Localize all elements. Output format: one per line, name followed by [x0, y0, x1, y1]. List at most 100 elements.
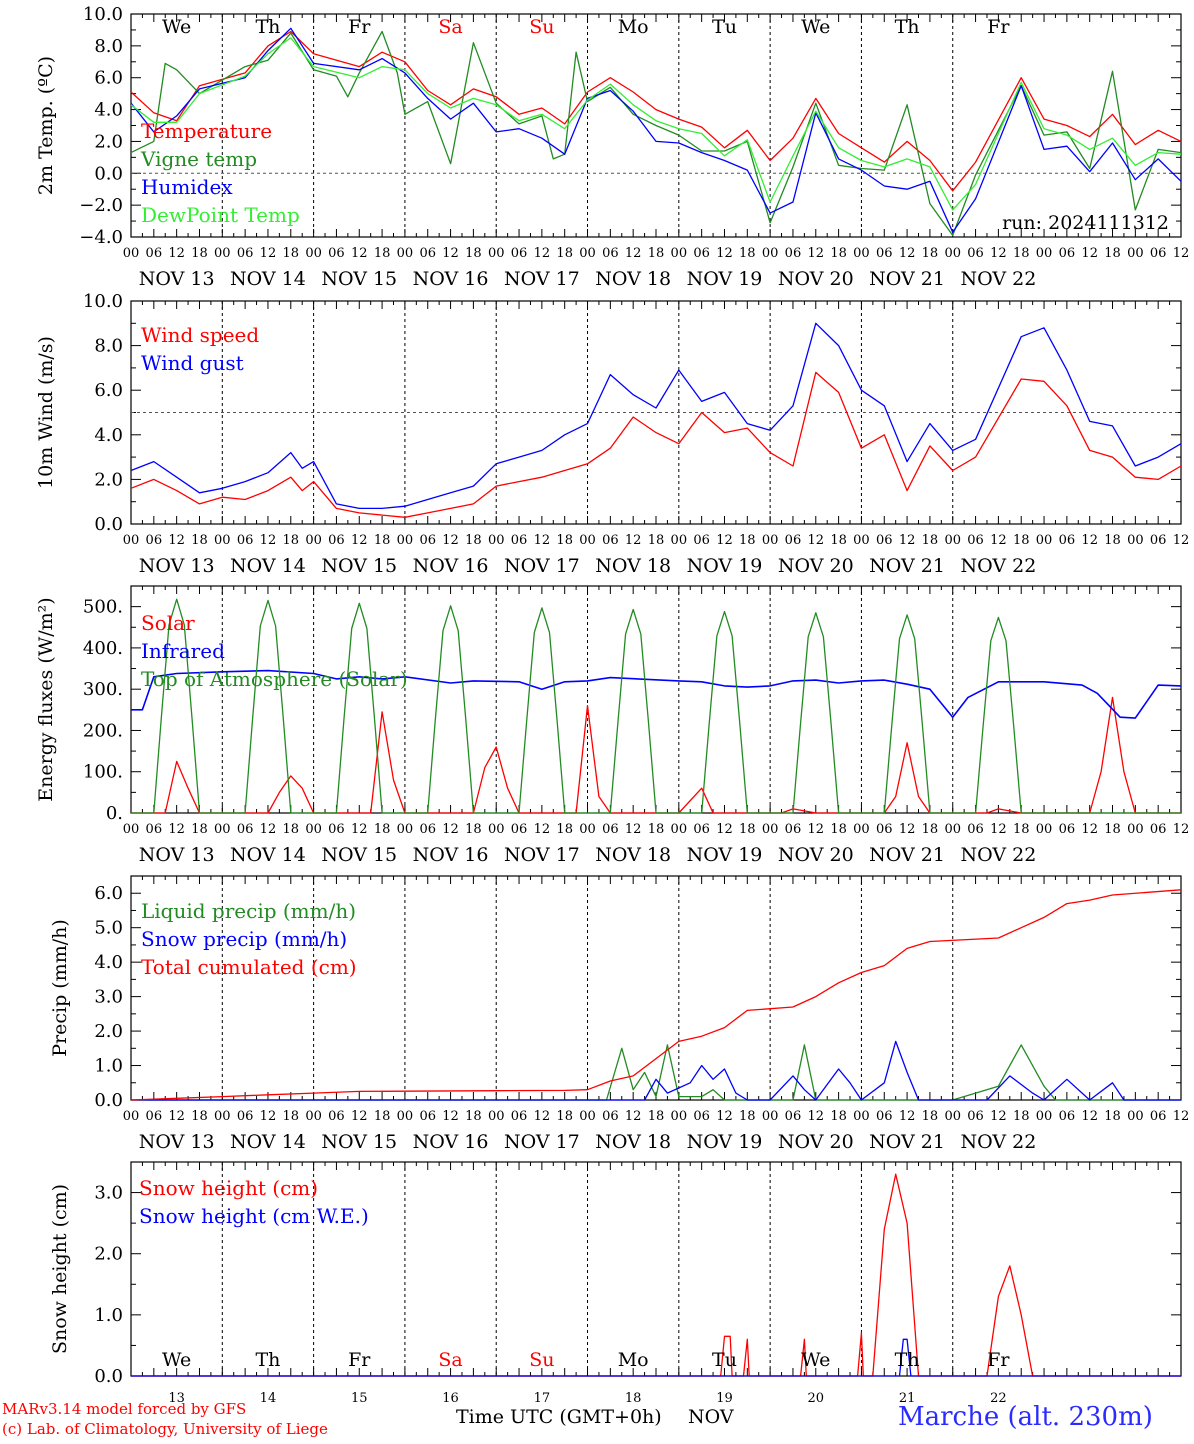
hour-tick-label: 00	[1127, 246, 1144, 261]
hour-tick-label: 00	[123, 822, 140, 837]
hour-tick-label: 18	[739, 246, 756, 261]
date-label: NOV 20	[778, 844, 854, 866]
date-label: NOV 20	[778, 555, 854, 577]
panel-1	[130, 13, 1182, 238]
hour-tick-label: 00	[305, 246, 322, 261]
hour-tick-label: 00	[762, 246, 779, 261]
day-number-label: 13	[168, 1391, 185, 1406]
hour-tick-label: 06	[876, 246, 893, 261]
weekday-label: Sa	[438, 1349, 462, 1371]
y-tick-label: 4.0	[94, 425, 123, 446]
y-tick-label: 5.0	[94, 918, 123, 939]
hour-tick-label: 06	[237, 533, 254, 548]
hour-tick-label: 18	[283, 246, 300, 261]
hour-tick-label: 00	[853, 1109, 870, 1124]
date-label: NOV 13	[139, 1131, 215, 1153]
hour-tick-label: 06	[511, 822, 528, 837]
hour-tick-label: 12	[808, 822, 825, 837]
hour-tick-label: 12	[716, 533, 733, 548]
hour-tick-label: 12	[899, 1109, 916, 1124]
hour-tick-label: 00	[579, 246, 596, 261]
hour-tick-label: 18	[648, 246, 665, 261]
hour-tick-label: 18	[283, 822, 300, 837]
date-label: NOV 17	[504, 1131, 580, 1153]
hour-tick-label: 06	[693, 533, 710, 548]
hour-tick-label: 18	[648, 533, 665, 548]
hour-tick-label: 18	[191, 246, 208, 261]
hour-tick-label: 12	[351, 822, 368, 837]
hour-tick-label: 18	[1104, 822, 1121, 837]
hour-tick-label: 18	[830, 1109, 847, 1124]
hour-tick-label: 06	[693, 1109, 710, 1124]
hour-tick-label: 00	[762, 822, 779, 837]
hour-tick-label: 06	[146, 246, 163, 261]
weekday-label: Su	[529, 16, 554, 38]
weekday-label: Sa	[438, 16, 462, 38]
hour-tick-label: 06	[328, 822, 345, 837]
weekday-label: Fr	[987, 16, 1010, 38]
date-label: NOV 14	[230, 268, 306, 290]
y-tick-label: 0.	[106, 803, 123, 824]
hour-tick-label: 06	[328, 1109, 345, 1124]
hour-tick-label: 00	[853, 533, 870, 548]
hour-tick-label: 12	[260, 822, 277, 837]
date-label: NOV 20	[778, 1131, 854, 1153]
series-line	[131, 1040, 1181, 1101]
y-axis-title: Snow height (cm)	[49, 1184, 71, 1354]
hour-tick-label: 06	[237, 1109, 254, 1124]
hour-tick-label: 06	[146, 1109, 163, 1124]
hour-tick-label: 12	[625, 533, 642, 548]
hour-tick-label: 12	[442, 246, 459, 261]
date-label: NOV 22	[960, 555, 1036, 577]
hour-tick-label: 00	[1036, 533, 1053, 548]
weekday-label: Fr	[987, 1349, 1010, 1371]
y-tick-label: 0.0	[94, 1090, 123, 1111]
hour-tick-label: 00	[397, 822, 414, 837]
hour-tick-label: 18	[922, 822, 939, 837]
hour-tick-label: 18	[1013, 246, 1030, 261]
hour-tick-label: 00	[214, 1109, 231, 1124]
weekday-label: Fr	[348, 16, 371, 38]
hour-tick-label: 00	[944, 246, 961, 261]
hour-tick-label: 18	[191, 822, 208, 837]
hour-tick-label: 00	[1036, 1109, 1053, 1124]
hour-tick-label: 06	[1150, 822, 1167, 837]
legend-entry: Snow height (cm W.E.)	[139, 1204, 369, 1228]
weekday-label: Tu	[712, 16, 737, 38]
hour-tick-label: 18	[191, 533, 208, 548]
series-line	[130, 371, 1182, 518]
legend-entry: Wind gust	[141, 351, 244, 375]
hour-tick-label: 12	[716, 246, 733, 261]
hour-tick-label: 00	[1036, 822, 1053, 837]
hour-tick-label: 00	[397, 246, 414, 261]
weekday-label: Tu	[712, 1349, 737, 1371]
hour-tick-label: 18	[1013, 1109, 1030, 1124]
hour-tick-label: 18	[830, 822, 847, 837]
day-number-label: 21	[899, 1391, 916, 1406]
weekday-label: Th	[255, 1349, 280, 1371]
y-tick-label: 8.0	[94, 336, 123, 357]
hour-tick-label: 06	[146, 533, 163, 548]
weekday-label: We	[162, 16, 191, 38]
day-number-label: 22	[990, 1391, 1007, 1406]
y-tick-label: 3.0	[94, 1183, 123, 1204]
day-number-label: 17	[534, 1391, 551, 1406]
hour-tick-label: 18	[283, 533, 300, 548]
hour-tick-label: 12	[260, 533, 277, 548]
date-label: NOV 14	[230, 844, 306, 866]
y-tick-label: 2.0	[94, 1021, 123, 1042]
hour-tick-label: 00	[488, 246, 505, 261]
hour-tick-label: 00	[123, 246, 140, 261]
hour-tick-label: 12	[808, 246, 825, 261]
hour-tick-label: 18	[465, 822, 482, 837]
hour-tick-label: 18	[374, 246, 391, 261]
hour-tick-label: 06	[237, 246, 254, 261]
hour-tick-label: 06	[602, 1109, 619, 1124]
y-tick-label: 10.0	[83, 4, 123, 25]
date-label: NOV 15	[321, 844, 397, 866]
hour-tick-label: 00	[397, 533, 414, 548]
hour-tick-label: 12	[990, 1109, 1007, 1124]
hour-tick-label: 12	[168, 246, 185, 261]
